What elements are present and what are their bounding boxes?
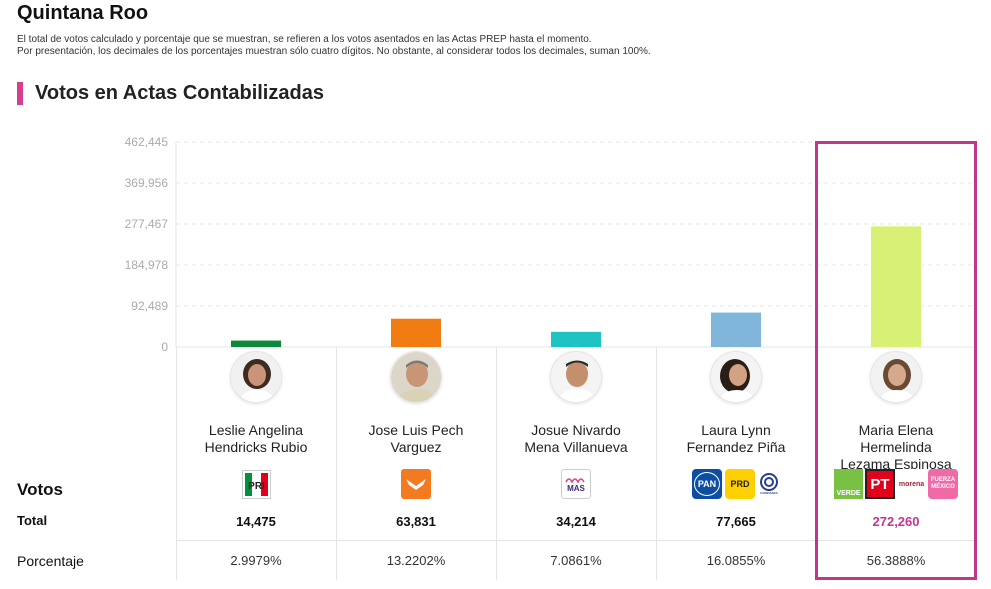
winner-highlight-frame[interactable] bbox=[815, 141, 977, 580]
candidate-name-line: Lezama Espinosa bbox=[840, 456, 952, 472]
candidate-name-line: Laura Lynn bbox=[701, 422, 771, 438]
total-votes-1: 14,475 bbox=[236, 514, 276, 529]
y-tick-label: 0 bbox=[161, 340, 168, 354]
candidate-photo-4 bbox=[710, 351, 762, 403]
candidate-name-2: Jose Luis Pech Varguez bbox=[336, 422, 496, 456]
candidate-name-line: Varguez bbox=[390, 439, 442, 455]
morena-logo-icon: morena bbox=[897, 469, 926, 499]
pri-logo-icon: PRI bbox=[241, 469, 271, 499]
fuerza-mexico-logo-text: FUERZA MÉXICO bbox=[930, 477, 956, 490]
percentage-3: 7.0861% bbox=[550, 553, 602, 568]
candidate-name-line: Maria Elena bbox=[858, 422, 934, 438]
total-row-label: Total bbox=[17, 513, 48, 528]
table-divider bbox=[656, 347, 657, 580]
total-votes-3: 34,214 bbox=[556, 514, 596, 529]
party-logos-2 bbox=[336, 469, 496, 499]
y-tick-label: 369,956 bbox=[125, 176, 169, 190]
pri-logo-text: PRI bbox=[248, 481, 265, 492]
verde-logo-text: VERDE bbox=[836, 490, 861, 497]
table-divider bbox=[336, 347, 337, 580]
candidate-name-line: Hermelinda bbox=[860, 439, 932, 455]
y-tick-label: 277,467 bbox=[125, 217, 169, 231]
confianza-logo-icon: CONFIANZA bbox=[758, 469, 780, 499]
candidate-name-line: Josue Nivardo bbox=[531, 422, 621, 438]
pan-logo-icon: PAN bbox=[692, 469, 722, 499]
mas-logo-icon: MAS bbox=[561, 469, 591, 499]
y-tick-label: 92,489 bbox=[131, 299, 168, 313]
percentage-row-label: Porcentaje bbox=[17, 553, 84, 569]
candidate-name-line: Mena Villanueva bbox=[524, 439, 628, 455]
y-tick-label: 462,445 bbox=[125, 135, 169, 149]
section-title: Votos en Actas Contabilizadas bbox=[35, 81, 324, 104]
prd-sun-logo-icon: PRD bbox=[725, 469, 755, 499]
candidate-photo-3 bbox=[550, 351, 602, 403]
percentage-5: 56.3888% bbox=[866, 553, 926, 568]
candidate-name-line: Leslie Angelina bbox=[208, 422, 304, 438]
total-votes-4: 77,665 bbox=[716, 514, 756, 529]
candidate-name-5: Maria Elena Hermelinda Lezama Espinosa bbox=[816, 422, 976, 473]
table-divider bbox=[496, 347, 497, 580]
votos-row-label: Votos bbox=[17, 480, 63, 499]
candidate-name-1: Leslie Angelina Hendricks Rubio bbox=[176, 422, 336, 456]
mc-eagle-logo-icon bbox=[401, 469, 431, 499]
party-logos-3: MAS bbox=[496, 469, 656, 499]
percentage-2: 13.2202% bbox=[386, 553, 446, 568]
fuerza-mexico-logo-icon: FUERZA MÉXICO bbox=[928, 469, 958, 499]
percentage-1: 2.9979% bbox=[230, 553, 282, 568]
mas-logo-text: MAS bbox=[567, 483, 585, 493]
candidate-photo-2 bbox=[390, 351, 442, 403]
table-row-divider bbox=[176, 540, 976, 541]
pan-logo-text: PAN bbox=[694, 472, 720, 496]
candidate-photo-1 bbox=[230, 351, 282, 403]
bar-candidate-1[interactable] bbox=[231, 340, 281, 347]
candidate-name-4: Laura Lynn Fernandez Piña bbox=[656, 422, 816, 456]
candidate-name-line: Jose Luis Pech bbox=[368, 422, 464, 438]
note-decimals: Por presentación, los decimales de los p… bbox=[17, 46, 651, 57]
party-logos-5: VERDE PT morena FUERZA MÉXICO bbox=[816, 469, 976, 499]
bar-candidate-2[interactable] bbox=[391, 318, 441, 347]
section-header: Votos en Actas Contabilizadas bbox=[17, 81, 324, 105]
candidate-photo-5 bbox=[870, 351, 922, 403]
party-logos-1: PRI bbox=[176, 469, 336, 499]
verde-logo-icon: VERDE bbox=[834, 469, 863, 499]
y-tick-label: 184,978 bbox=[125, 258, 169, 272]
bar-candidate-5[interactable] bbox=[871, 226, 921, 347]
pt-star-logo-icon: PT bbox=[865, 469, 895, 499]
candidate-name-3: Josue Nivardo Mena Villanueva bbox=[496, 422, 656, 456]
confianza-logo-text: CONFIANZA bbox=[760, 491, 778, 495]
party-logos-4: PAN PRD CONFIANZA bbox=[656, 469, 816, 499]
candidate-name-line: Fernandez Piña bbox=[686, 439, 786, 455]
candidate-name-line: Hendricks Rubio bbox=[204, 439, 308, 455]
table-divider bbox=[176, 347, 177, 580]
state-title: Quintana Roo bbox=[17, 2, 149, 24]
total-votes-2: 63,831 bbox=[396, 514, 436, 529]
bar-candidate-3[interactable] bbox=[551, 331, 601, 347]
prd-logo-text: PRD bbox=[730, 479, 750, 489]
note-votes: El total de votos calculado y porcentaje… bbox=[17, 34, 592, 45]
morena-logo-text: morena bbox=[898, 480, 925, 488]
bar-candidate-4[interactable] bbox=[711, 312, 761, 347]
percentage-4: 16.0855% bbox=[706, 553, 766, 568]
total-votes-5: 272,260 bbox=[872, 514, 920, 529]
pt-logo-text: PT bbox=[870, 475, 890, 493]
section-accent-bar bbox=[17, 81, 23, 105]
